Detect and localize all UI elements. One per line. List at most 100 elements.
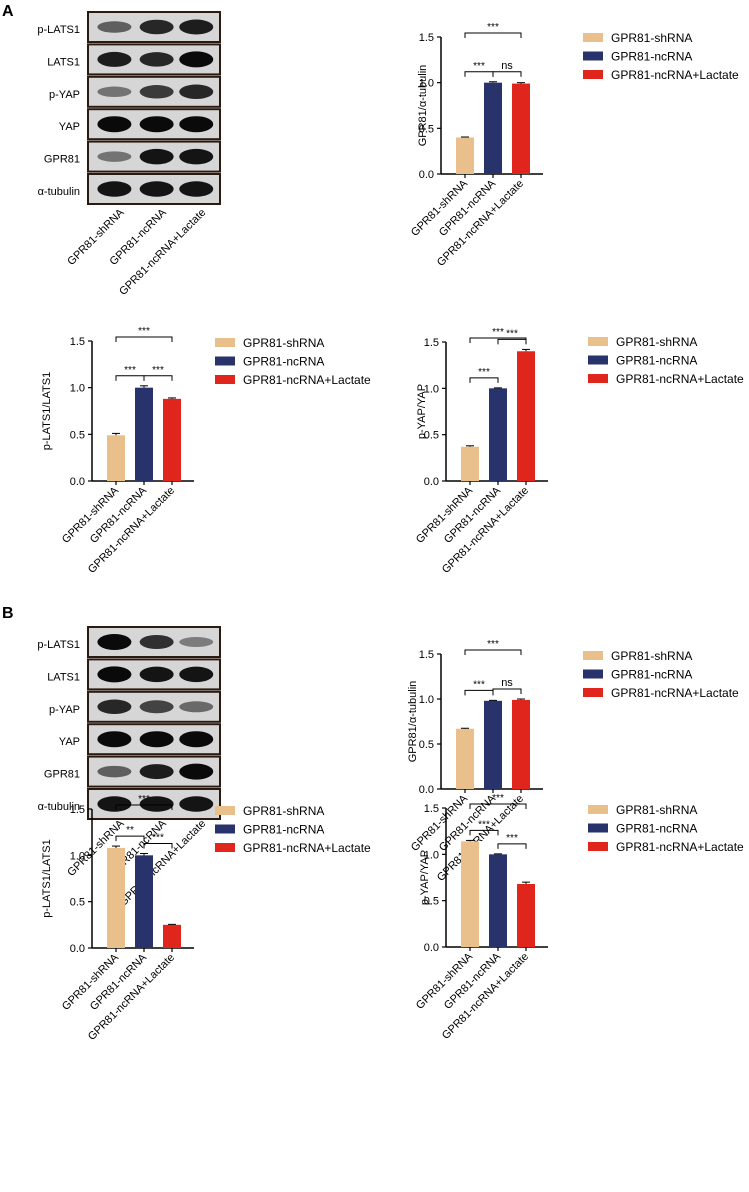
blot-row-label: α-tubulin	[38, 801, 80, 813]
blot-band	[139, 796, 174, 812]
blot-row-label: p-LATS1	[37, 639, 80, 651]
blot-band	[179, 796, 214, 812]
legend-swatch	[583, 669, 603, 679]
legend-label: GPR81-ncRNA	[611, 668, 692, 682]
bar	[489, 854, 507, 947]
legend-label: GPR81-ncRNA	[243, 823, 324, 837]
blot-band	[179, 666, 214, 683]
legend-label: GPR81-shRNA	[611, 31, 692, 45]
y-axis-label: p-LATS1/LATS1	[41, 372, 53, 450]
significance-label: ***	[506, 328, 518, 339]
significance-bracket	[464, 32, 522, 38]
legend-label: GPR81-ncRNA+Lactate	[243, 373, 371, 387]
significance-bracket	[115, 835, 145, 842]
y-tick-label: 1.5	[70, 804, 85, 816]
bar	[517, 883, 535, 947]
blot-band	[179, 181, 214, 197]
y-tick-label: 1.5	[424, 337, 439, 349]
legend-label: GPR81-ncRNA	[616, 822, 697, 836]
blot-band	[139, 19, 174, 35]
western-blot-a: p-LATS1LATS1p-YAPYAPGPR81α-tubulinGPR81-…	[37, 11, 221, 298]
y-tick-label: 1.0	[419, 694, 434, 706]
legend-swatch	[215, 824, 235, 834]
legend-swatch	[215, 375, 235, 384]
legend-label: GPR81-ncRNA	[611, 50, 692, 64]
significance-label: ***	[152, 832, 164, 843]
blot-band	[97, 666, 132, 683]
legend-swatch	[583, 33, 603, 42]
blot-band	[97, 21, 132, 33]
significance-bracket	[464, 649, 522, 655]
bar-chart-a-pyap: 0.0 0.5 1.0 1.5 p-YAP/YAP GPR81-shRNA GPR81-nc…	[414, 327, 744, 576]
blot-band	[179, 763, 214, 780]
significance-bracket	[469, 803, 527, 809]
blot-row-label: GPR81	[44, 769, 80, 781]
legend-swatch	[588, 337, 608, 346]
blot-row-label: p-YAP	[49, 704, 80, 716]
significance-label: ***	[152, 365, 164, 376]
blot-row-label: α-tubulin	[38, 186, 80, 198]
panel-label-a: A	[2, 3, 14, 20]
y-tick-label: 0.5	[70, 897, 85, 909]
y-axis-label: p-YAP/YAP	[416, 384, 428, 439]
bar	[484, 700, 502, 789]
significance-bracket	[115, 336, 173, 342]
y-tick-label: 0.0	[70, 943, 85, 955]
legend-label: GPR81-ncRNA+Lactate	[611, 68, 739, 82]
y-axis-label: GPR81/α-tubulin	[417, 65, 429, 147]
blot-band	[179, 19, 214, 35]
y-tick-label: 1.0	[424, 849, 439, 861]
legend-label: GPR81-ncRNA	[616, 354, 697, 368]
legend-swatch	[588, 374, 608, 383]
western-blot-b: p-LATS1LATS1p-YAPYAPGPR81α-tubulinGPR81-…	[37, 626, 221, 909]
legend-swatch	[583, 51, 603, 61]
significance-bracket	[464, 71, 494, 77]
blot-band	[139, 700, 174, 714]
significance-bracket	[143, 375, 173, 381]
y-tick-label: 0.5	[419, 739, 434, 751]
significance-label: ***	[478, 367, 490, 378]
blot-band	[97, 796, 132, 812]
legend-swatch	[588, 842, 608, 851]
legend-label: GPR81-shRNA	[243, 336, 324, 350]
panel-label-b: B	[2, 605, 14, 622]
blot-row-label: p-YAP	[49, 89, 80, 101]
blot-band	[139, 731, 174, 748]
legend-label: GPR81-ncRNA+Lactate	[616, 372, 744, 386]
blot-band	[97, 731, 132, 748]
bar	[484, 82, 502, 174]
legend-swatch	[215, 806, 235, 815]
blot-row-label: LATS1	[47, 671, 80, 683]
legend-swatch	[588, 823, 608, 833]
blot-band	[97, 151, 132, 162]
y-tick-label: 0.5	[70, 429, 85, 441]
blot-row-label: YAP	[59, 121, 80, 133]
bar	[456, 728, 474, 789]
blot-band	[179, 84, 214, 100]
legend-swatch	[583, 651, 603, 660]
blot-band	[97, 634, 132, 650]
legend-label: GPR81-shRNA	[611, 649, 692, 663]
y-axis-label: p-LATS1/LATS1	[41, 839, 53, 917]
y-tick-label: 1.5	[419, 32, 434, 44]
legend-swatch	[583, 688, 603, 697]
blot-band	[139, 116, 174, 133]
legend-swatch	[215, 338, 235, 347]
bar	[163, 924, 181, 948]
significance-label: ***	[124, 365, 136, 376]
y-tick-label: 1.0	[419, 78, 434, 90]
significance-label: ***	[473, 61, 485, 72]
y-axis-label: GPR81/α-tubulin	[407, 681, 419, 763]
legend-label: GPR81-shRNA	[616, 335, 697, 349]
blot-band	[97, 86, 132, 98]
y-tick-label: 0.0	[70, 476, 85, 488]
blot-row-label: p-LATS1	[37, 24, 80, 36]
y-tick-label: 0.0	[424, 476, 439, 488]
blot-band	[97, 51, 132, 67]
legend-label: GPR81-ncRNA+Lactate	[616, 840, 744, 854]
legend-label: GPR81-ncRNA+Lactate	[611, 686, 739, 700]
bar	[135, 387, 153, 481]
y-tick-label: 0.5	[424, 896, 439, 908]
blot-band	[139, 635, 174, 649]
